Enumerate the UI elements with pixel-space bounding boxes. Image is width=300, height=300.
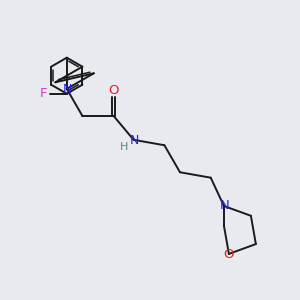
Text: N: N	[220, 200, 230, 212]
Text: H: H	[120, 142, 128, 152]
Text: O: O	[224, 248, 234, 261]
Text: F: F	[40, 87, 48, 100]
Text: O: O	[108, 84, 119, 98]
Text: N: N	[129, 134, 139, 147]
Text: N: N	[63, 83, 72, 96]
